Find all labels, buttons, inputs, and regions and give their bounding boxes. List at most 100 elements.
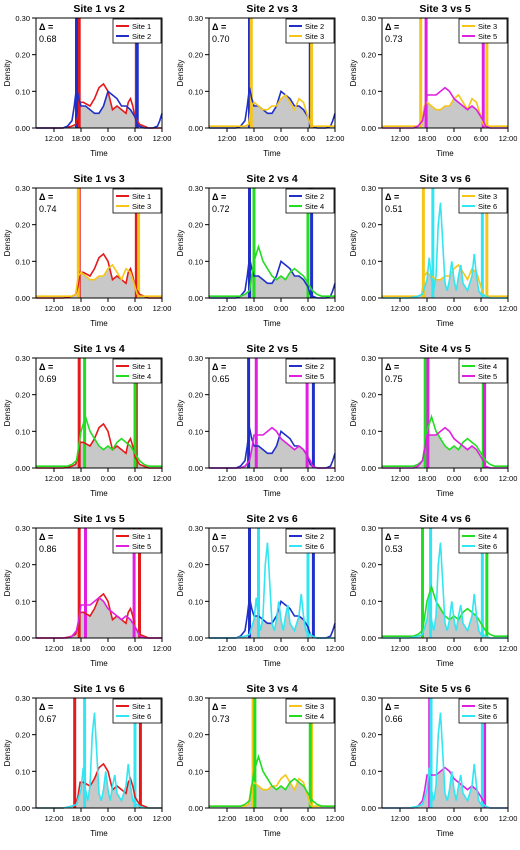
chart-panel: Site 2 vs 3 0.00 0.10 0.20 0.30 12:00 18:00 0:0…: [176, 3, 345, 158]
y-tick-label: 0.00: [361, 124, 376, 133]
x-axis-label: Time: [90, 319, 108, 328]
delta-label: Δ =: [385, 362, 399, 372]
overlap-area: [382, 769, 508, 808]
x-axis-label: Time: [90, 659, 108, 668]
x-tick-label: 12:00: [218, 304, 237, 313]
legend-label: Site 6: [478, 202, 497, 211]
x-tick-label: 12:00: [218, 814, 237, 823]
y-tick-label: 0.30: [15, 184, 30, 193]
overlap-area: [382, 98, 508, 128]
series-line: [36, 263, 162, 297]
chart-panel: Site 4 vs 5 0.00 0.10 0.20 0.30 12:00 18:00 0:0…: [349, 343, 518, 498]
x-tick-label: 18:00: [72, 474, 91, 483]
y-tick-label: 0.10: [15, 87, 30, 96]
delta-label: Δ =: [39, 362, 53, 372]
x-tick-label: 12:00: [499, 134, 518, 143]
x-tick-label: 12:00: [218, 134, 237, 143]
x-tick-label: 18:00: [245, 814, 264, 823]
legend-label: Site 3: [305, 702, 324, 711]
overlap-area: [209, 606, 335, 638]
y-tick-label: 0.20: [361, 51, 376, 60]
legend-label: Site 2: [305, 362, 324, 371]
y-tick-label: 0.30: [15, 524, 30, 533]
legend-label: Site 1: [132, 702, 151, 711]
x-tick-label: 0:00: [274, 134, 289, 143]
legend-label: Site 4: [132, 372, 151, 381]
x-tick-label: 6:00: [474, 134, 489, 143]
y-tick-label: 0.10: [361, 767, 376, 776]
x-tick-label: 12:00: [218, 474, 237, 483]
x-tick-label: 12:00: [499, 644, 518, 653]
x-tick-label: 12:00: [391, 474, 410, 483]
y-tick-label: 0.20: [15, 221, 30, 230]
legend-label: Site 5: [478, 372, 497, 381]
series-line: [36, 422, 162, 469]
chart-title: Site 2 vs 6: [246, 513, 298, 525]
y-axis-label: Density: [349, 570, 358, 597]
x-axis-label: Time: [436, 659, 454, 668]
y-axis-label: Density: [3, 570, 12, 597]
y-tick-label: 0.20: [361, 731, 376, 740]
x-tick-label: 18:00: [245, 474, 264, 483]
x-tick-label: 0:00: [274, 304, 289, 313]
chart-title: Site 2 vs 4: [246, 173, 298, 185]
y-tick-label: 0.10: [361, 597, 376, 606]
overlap-value: 0.86: [39, 544, 57, 554]
chart-title: Site 3 vs 6: [419, 173, 471, 185]
x-tick-label: 6:00: [301, 134, 316, 143]
series-line: [382, 542, 508, 639]
plot-frame: [381, 527, 509, 639]
x-tick-label: 12:00: [45, 814, 64, 823]
plot-frame: [35, 17, 163, 129]
chart-panel: Site 3 vs 4 0.00 0.10 0.20 0.30 12:00 18:00 0:0…: [176, 683, 344, 838]
x-tick-label: 6:00: [128, 814, 143, 823]
x-tick-label: 6:00: [301, 644, 316, 653]
legend-label: Site 3: [478, 192, 497, 201]
x-tick-label: 6:00: [474, 644, 489, 653]
plot-frame: [381, 697, 509, 809]
x-tick-label: 12:00: [326, 644, 345, 653]
x-axis-label: Time: [90, 489, 108, 498]
chart-title: Site 2 vs 5: [246, 343, 298, 355]
y-axis-label: Density: [3, 400, 12, 427]
x-tick-label: 18:00: [245, 644, 264, 653]
x-tick-label: 0:00: [274, 644, 289, 653]
overlap-area: [36, 771, 162, 808]
y-tick-label: 0.00: [15, 124, 30, 133]
x-tick-label: 18:00: [245, 134, 264, 143]
x-tick-label: 12:00: [326, 304, 345, 313]
y-tick-label: 0.20: [361, 391, 376, 400]
series-line: [382, 426, 508, 469]
legend-box: [458, 18, 508, 44]
x-tick-label: 12:00: [326, 134, 345, 143]
series-line: [382, 202, 508, 299]
y-axis-label: Density: [176, 60, 185, 87]
x-tick-label: 12:00: [499, 474, 518, 483]
chart-panel: Site 1 vs 4 0.00 0.10 0.20 0.30 12:00 18:00 0:0…: [3, 343, 171, 498]
x-tick-label: 0:00: [274, 474, 289, 483]
overlap-value: 0.73: [385, 34, 403, 44]
x-tick-label: 12:00: [153, 814, 172, 823]
x-axis-label: Time: [263, 659, 281, 668]
x-tick-label: 12:00: [391, 644, 410, 653]
legend-label: Site 4: [305, 202, 324, 211]
x-tick-label: 18:00: [418, 814, 437, 823]
plot-frame: [35, 697, 163, 809]
chart-title: Site 1 vs 5: [73, 513, 125, 525]
plot-frame: [381, 17, 509, 129]
y-tick-label: 0.30: [188, 694, 203, 703]
y-tick-label: 0.10: [188, 767, 203, 776]
delta-label: Δ =: [212, 532, 226, 542]
y-tick-label: 0.30: [188, 14, 203, 23]
chart-panel: Site 1 vs 2 0.00 0.10 0.20 0.30 12:00 18:00 0:0…: [3, 3, 171, 158]
y-axis-label: Density: [349, 230, 358, 257]
y-tick-label: 0.30: [15, 14, 30, 23]
x-tick-label: 0:00: [447, 814, 462, 823]
x-tick-label: 0:00: [101, 474, 116, 483]
x-tick-label: 18:00: [418, 474, 437, 483]
delta-label: Δ =: [39, 22, 53, 32]
overlap-area: [209, 436, 335, 468]
plot-frame: [208, 357, 336, 469]
series-line: [209, 753, 335, 807]
